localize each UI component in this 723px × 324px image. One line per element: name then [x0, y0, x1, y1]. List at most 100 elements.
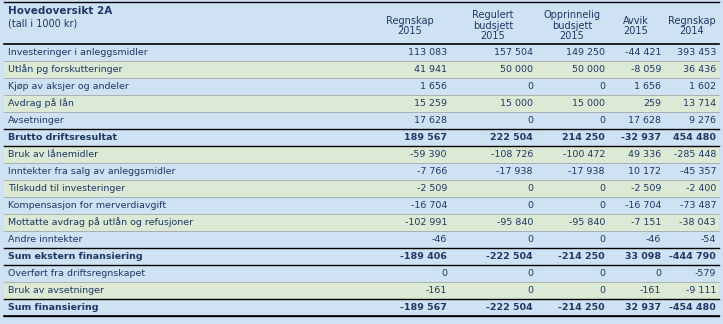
- Text: Regnskap: Regnskap: [667, 16, 715, 26]
- Text: 50 000: 50 000: [500, 65, 533, 74]
- Text: 9 276: 9 276: [689, 116, 716, 125]
- Text: 2014: 2014: [679, 26, 703, 36]
- Text: 149 250: 149 250: [566, 48, 605, 57]
- Text: 0: 0: [599, 82, 605, 91]
- Text: 0: 0: [527, 235, 533, 244]
- Text: Sum finansiering: Sum finansiering: [8, 303, 98, 312]
- Text: -100 472: -100 472: [562, 150, 605, 159]
- Text: 50 000: 50 000: [572, 65, 605, 74]
- Text: -38 043: -38 043: [680, 218, 716, 227]
- Text: 17 628: 17 628: [414, 116, 447, 125]
- Text: 0: 0: [599, 184, 605, 193]
- Text: 0: 0: [527, 269, 533, 278]
- Text: 1 656: 1 656: [420, 82, 447, 91]
- Text: -189 567: -189 567: [400, 303, 447, 312]
- Bar: [4, 61, 719, 78]
- Text: -7 151: -7 151: [630, 218, 661, 227]
- Text: -7 766: -7 766: [416, 167, 447, 176]
- Text: Mottatte avdrag på utlån og refusjoner: Mottatte avdrag på utlån og refusjoner: [8, 217, 193, 227]
- Text: 0: 0: [599, 269, 605, 278]
- Text: 157 504: 157 504: [494, 48, 533, 57]
- Text: Tilskudd til investeringer: Tilskudd til investeringer: [8, 184, 125, 193]
- Text: -285 448: -285 448: [674, 150, 716, 159]
- Text: 2015: 2015: [560, 31, 584, 41]
- Text: -108 726: -108 726: [491, 150, 533, 159]
- Text: 259: 259: [643, 99, 661, 108]
- Text: 454 480: 454 480: [673, 133, 716, 142]
- Text: 0: 0: [527, 184, 533, 193]
- Text: 1 656: 1 656: [634, 82, 661, 91]
- Text: -222 504: -222 504: [487, 303, 533, 312]
- Text: 41 941: 41 941: [414, 65, 447, 74]
- Text: 15 000: 15 000: [500, 99, 533, 108]
- Bar: [4, 146, 719, 163]
- Text: Bruk av lånemidler: Bruk av lånemidler: [8, 150, 98, 159]
- Text: 17 628: 17 628: [628, 116, 661, 125]
- Text: 214 250: 214 250: [562, 133, 605, 142]
- Text: Avdrag på lån: Avdrag på lån: [8, 98, 74, 109]
- Text: Avvik: Avvik: [623, 16, 649, 26]
- Text: -45 357: -45 357: [680, 167, 716, 176]
- Text: Regulert: Regulert: [472, 10, 514, 20]
- Text: 10 172: 10 172: [628, 167, 661, 176]
- Text: -44 421: -44 421: [625, 48, 661, 57]
- Text: (tall i 1000 kr): (tall i 1000 kr): [8, 18, 77, 28]
- Text: -2 400: -2 400: [685, 184, 716, 193]
- Text: -9 111: -9 111: [685, 286, 716, 295]
- Text: -16 704: -16 704: [625, 201, 661, 210]
- Text: 0: 0: [599, 201, 605, 210]
- Text: 15 000: 15 000: [572, 99, 605, 108]
- Text: -32 937: -32 937: [621, 133, 661, 142]
- Text: 0: 0: [655, 269, 661, 278]
- Text: -454 480: -454 480: [669, 303, 716, 312]
- Bar: [4, 180, 719, 197]
- Text: Investeringer i anleggsmidler: Investeringer i anleggsmidler: [8, 48, 147, 57]
- Bar: [4, 95, 719, 112]
- Text: 0: 0: [527, 116, 533, 125]
- Text: -73 487: -73 487: [680, 201, 716, 210]
- Text: -16 704: -16 704: [411, 201, 447, 210]
- Text: -161: -161: [640, 286, 661, 295]
- Text: 15 259: 15 259: [414, 99, 447, 108]
- Bar: [4, 2, 719, 44]
- Text: Utlån pg forskutteringer: Utlån pg forskutteringer: [8, 64, 122, 75]
- Text: 0: 0: [441, 269, 447, 278]
- Text: 36 436: 36 436: [683, 65, 716, 74]
- Text: -8 059: -8 059: [630, 65, 661, 74]
- Text: Inntekter fra salg av anleggsmidler: Inntekter fra salg av anleggsmidler: [8, 167, 176, 176]
- Text: 0: 0: [527, 201, 533, 210]
- Text: -189 406: -189 406: [400, 252, 447, 261]
- Text: 1 602: 1 602: [689, 82, 716, 91]
- Text: budsjett: budsjett: [473, 21, 513, 31]
- Bar: [4, 214, 719, 231]
- Text: -17 938: -17 938: [568, 167, 605, 176]
- Text: 0: 0: [527, 286, 533, 295]
- Text: 222 504: 222 504: [490, 133, 533, 142]
- Text: -161: -161: [426, 286, 447, 295]
- Text: -95 840: -95 840: [497, 218, 533, 227]
- Text: 2015: 2015: [481, 31, 505, 41]
- Text: 2015: 2015: [624, 26, 649, 36]
- Text: -17 938: -17 938: [497, 167, 533, 176]
- Text: 0: 0: [599, 235, 605, 244]
- Text: Opprinnelig: Opprinnelig: [544, 10, 601, 20]
- Text: Andre inntekter: Andre inntekter: [8, 235, 82, 244]
- Text: -59 390: -59 390: [411, 150, 447, 159]
- Text: -95 840: -95 840: [568, 218, 605, 227]
- Text: -46: -46: [432, 235, 447, 244]
- Text: 32 937: 32 937: [625, 303, 661, 312]
- Text: -54: -54: [701, 235, 716, 244]
- Text: -214 250: -214 250: [558, 252, 605, 261]
- Text: Regnskap: Regnskap: [386, 16, 434, 26]
- Text: 0: 0: [527, 82, 533, 91]
- Text: -222 504: -222 504: [487, 252, 533, 261]
- Text: 0: 0: [599, 286, 605, 295]
- Text: Overført fra driftsregnskapet: Overført fra driftsregnskapet: [8, 269, 145, 278]
- Text: Brutto driftsresultat: Brutto driftsresultat: [8, 133, 117, 142]
- Text: budsjett: budsjett: [552, 21, 592, 31]
- Text: 393 453: 393 453: [677, 48, 716, 57]
- Text: -46: -46: [646, 235, 661, 244]
- Text: 0: 0: [599, 116, 605, 125]
- Text: Avsetninger: Avsetninger: [8, 116, 65, 125]
- Text: -2 509: -2 509: [630, 184, 661, 193]
